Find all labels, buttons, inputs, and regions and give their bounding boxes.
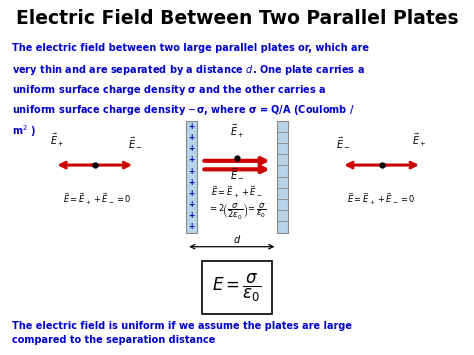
Text: $\vec{E}_-$: $\vec{E}_-$ [337, 136, 351, 149]
Text: $E = \dfrac{\sigma}{\varepsilon_0}$: $E = \dfrac{\sigma}{\varepsilon_0}$ [212, 272, 262, 304]
Text: $\vec{E}_-$: $\vec{E}_-$ [128, 136, 142, 149]
Text: +: + [188, 122, 195, 131]
Text: $\vec{E}=\vec{E}_++\vec{E}_-$: $\vec{E}=\vec{E}_++\vec{E}_-$ [211, 185, 263, 200]
Text: very thin and are separated by a distance $d$. One plate carries a: very thin and are separated by a distanc… [12, 63, 365, 77]
Text: +: + [188, 144, 195, 153]
Text: The electric field between two large parallel plates or, which are: The electric field between two large par… [12, 43, 369, 53]
Text: $\vec{E}_-$: $\vec{E}_-$ [230, 167, 244, 180]
Text: $\vec{E}_+$: $\vec{E}_+$ [412, 132, 427, 149]
Text: The electric field is uniform if we assume the plates are large: The electric field is uniform if we assu… [12, 321, 352, 331]
Text: +: + [188, 166, 195, 175]
Text: +: + [188, 200, 195, 209]
Text: +: + [188, 211, 195, 220]
Text: +: + [188, 155, 195, 164]
Text: $\vec{E}=\vec{E}_++\vec{E}_-=0$: $\vec{E}=\vec{E}_++\vec{E}_-=0$ [63, 192, 131, 207]
Text: $\vec{E}_+$: $\vec{E}_+$ [230, 122, 244, 140]
Text: uniform surface charge density $\mathbf{\sigma}$ and the other carries a: uniform surface charge density $\mathbf{… [12, 83, 326, 97]
Text: $=2\!\left(\dfrac{\sigma}{2\epsilon_0}\right)\!=\dfrac{\sigma}{\epsilon_0}$: $=2\!\left(\dfrac{\sigma}{2\epsilon_0}\r… [208, 202, 266, 223]
Text: $\vec{E}_+$: $\vec{E}_+$ [50, 132, 64, 149]
Text: +: + [188, 189, 195, 198]
Text: $d$: $d$ [233, 233, 241, 245]
Text: uniform surface charge density $-\mathbf{\sigma}$, where $\mathbf{\sigma}$ = Q/A: uniform surface charge density $-\mathbf… [12, 103, 355, 117]
Bar [186, 121, 197, 233]
Bar [277, 121, 288, 233]
Text: +: + [188, 223, 195, 231]
Text: Electric Field Between Two Parallel Plates: Electric Field Between Two Parallel Plat… [16, 9, 458, 28]
Text: compared to the separation distance: compared to the separation distance [12, 335, 215, 345]
Text: m$^2$ ): m$^2$ ) [12, 123, 36, 139]
Text: $\vec{E}=\vec{E}_++\vec{E}_-=0$: $\vec{E}=\vec{E}_++\vec{E}_-=0$ [347, 192, 416, 207]
Text: +: + [188, 178, 195, 187]
Text: +: + [188, 133, 195, 142]
